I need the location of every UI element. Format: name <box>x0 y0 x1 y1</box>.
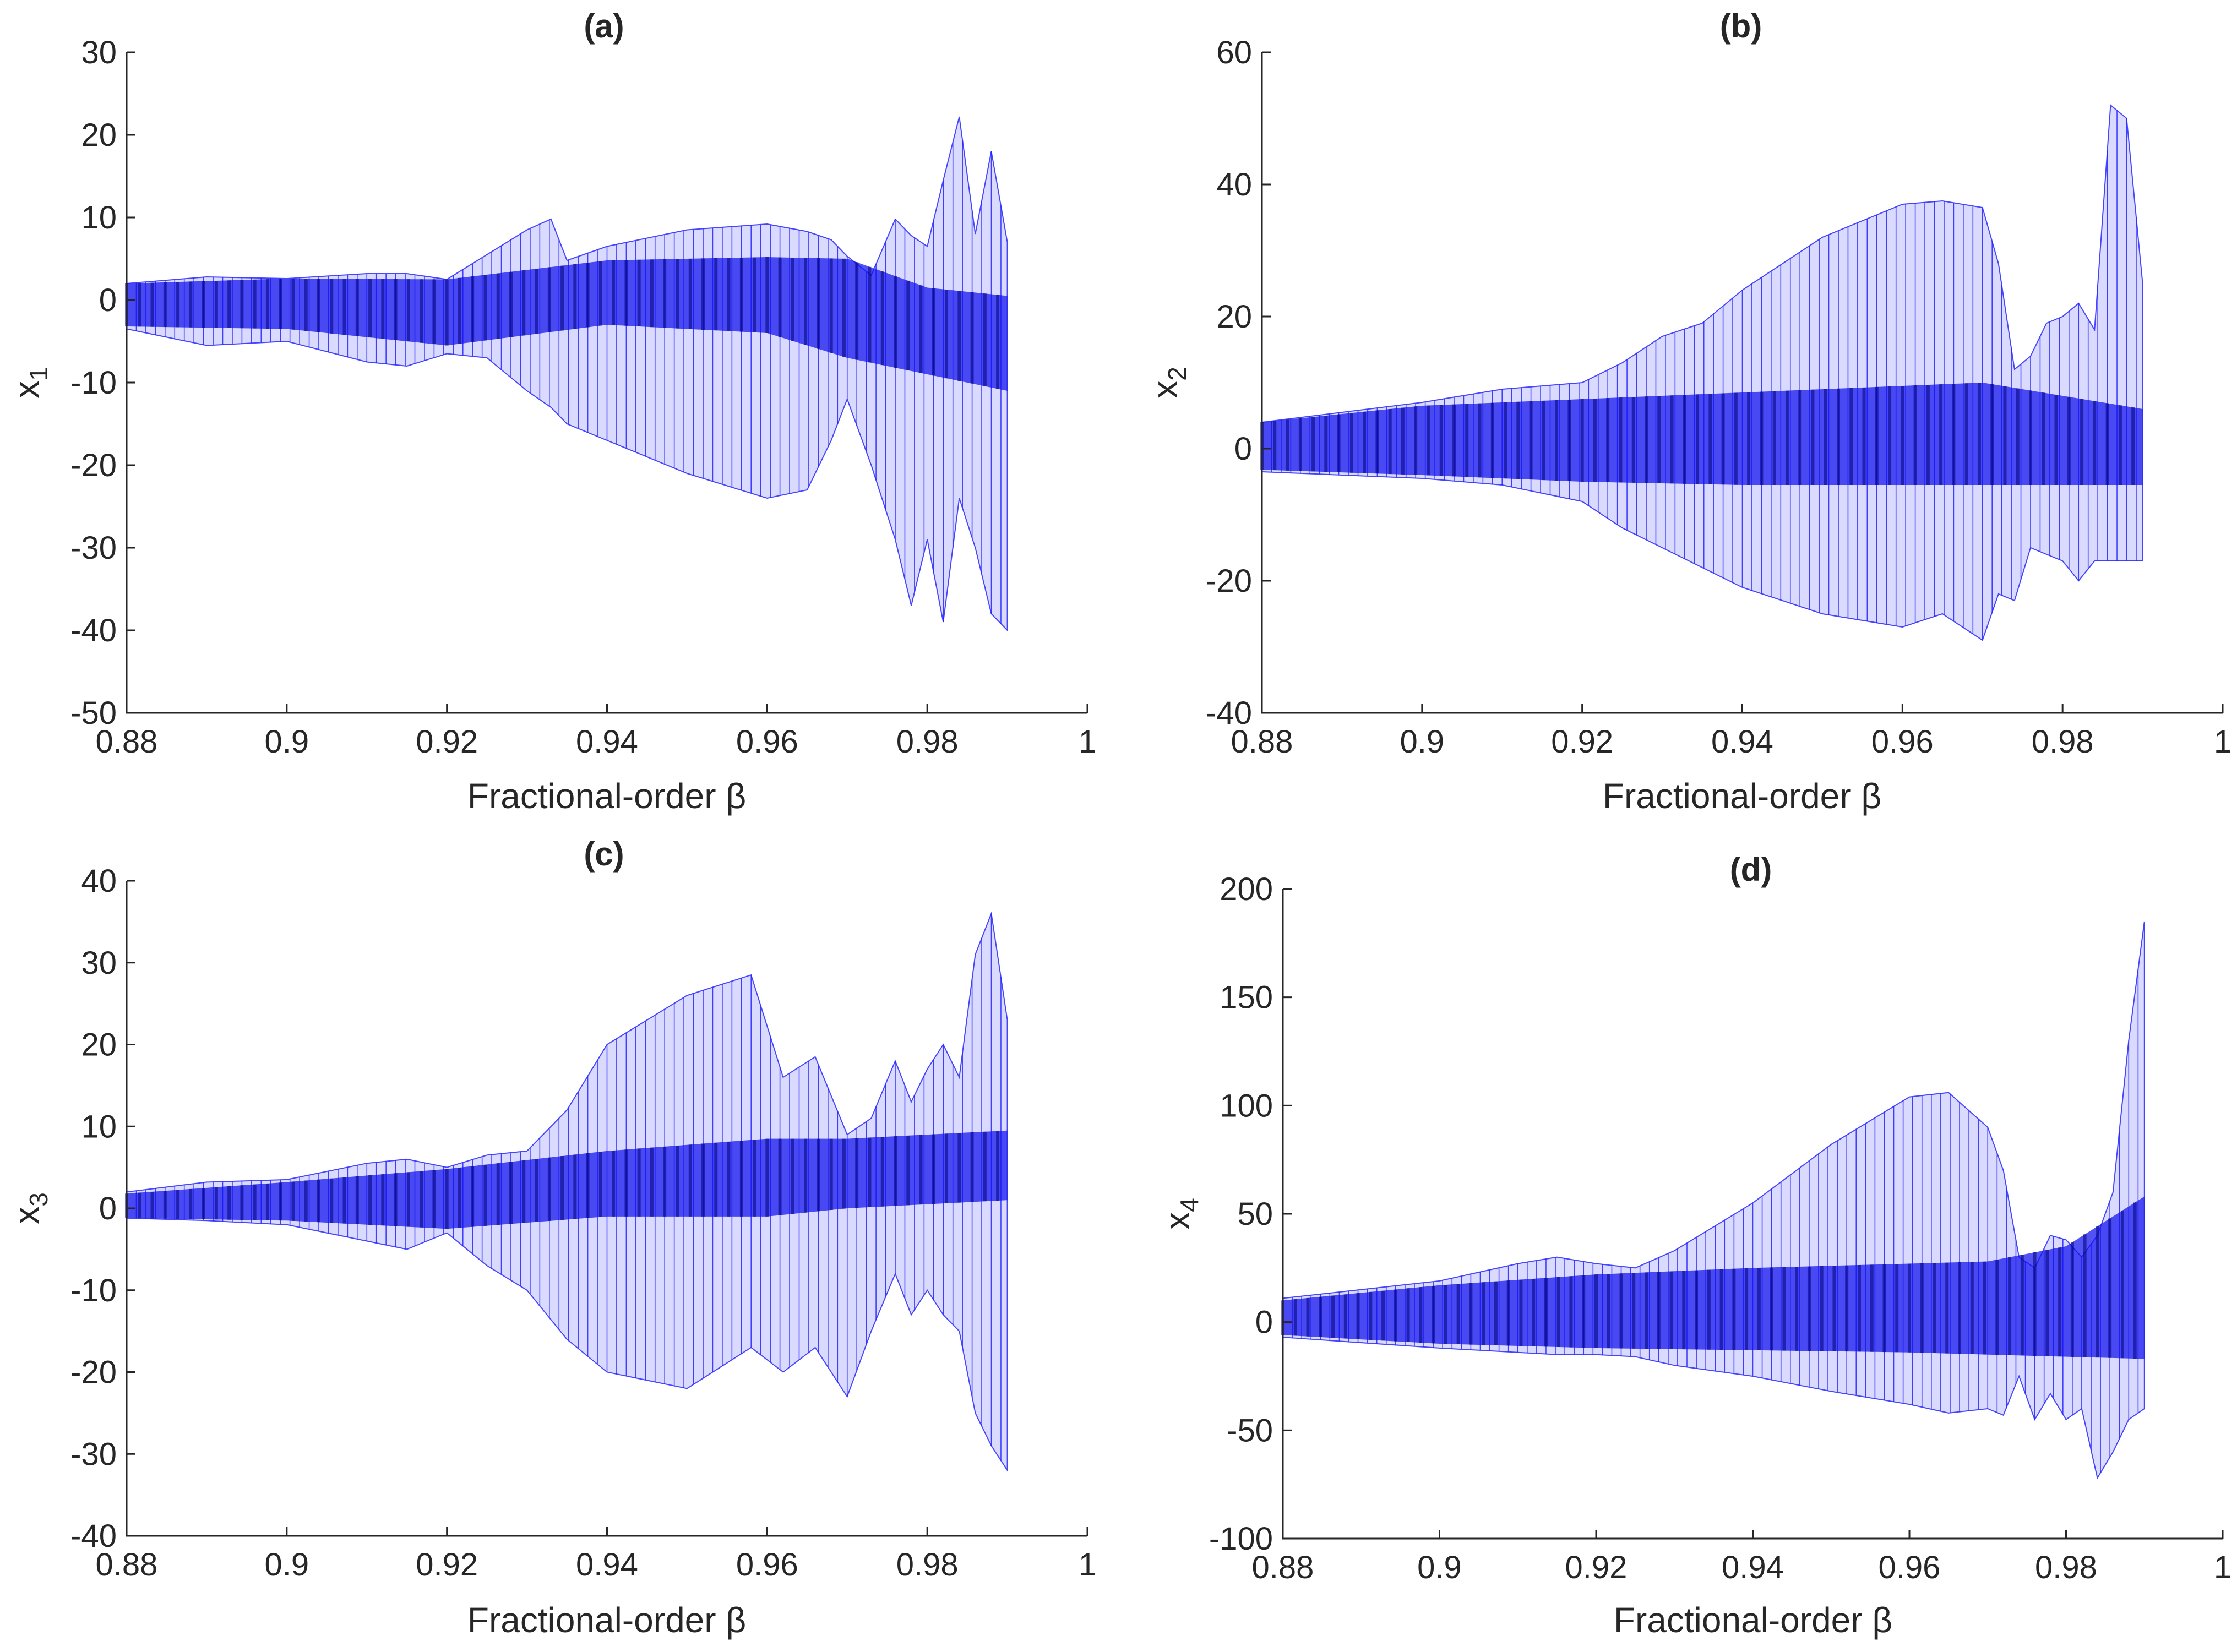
y-tick-label: -20 <box>70 448 117 483</box>
panel-a-x-ticks: 0.88 0.9 0.92 0.94 0.96 0.98 1 <box>96 704 1096 760</box>
panel-b-envelope-series <box>1261 103 2143 641</box>
panel-d-y-ticks: -100 -50 0 50 100 150 200 <box>1209 871 1292 1557</box>
y-tick-label: -50 <box>70 695 117 731</box>
x-tick-label: 0.92 <box>416 1547 478 1583</box>
x-tick-label: 0.88 <box>1231 724 1293 760</box>
y-tick-label: -40 <box>1206 695 1252 731</box>
x-tick-label: 0.92 <box>1565 1550 1628 1585</box>
x-tick-label: 0.96 <box>736 1547 798 1583</box>
y-tick-label: -30 <box>70 530 117 566</box>
x-tick-label: 1 <box>2214 724 2231 760</box>
x-tick-label: 0.98 <box>896 1547 959 1583</box>
x-tick-label: 0.9 <box>1400 724 1445 760</box>
panel-d-x-ticks: 0.88 0.9 0.92 0.94 0.96 0.98 1 <box>1252 1530 2231 1585</box>
y-tick-label: -10 <box>70 1273 117 1308</box>
panel-c-x-axis-label: Fractional-order β <box>467 1600 746 1640</box>
y-tick-label: 20 <box>81 117 117 153</box>
x-tick-label: 0.88 <box>96 724 158 760</box>
panel-c-x-ticks: 0.88 0.9 0.92 0.94 0.96 0.98 1 <box>96 1527 1096 1583</box>
panel-a-x-axis-label: Fractional-order β <box>467 776 746 816</box>
y-tick-label: -50 <box>1227 1413 1273 1448</box>
y-tick-label: -10 <box>70 365 117 401</box>
y-tick-label: -20 <box>1206 563 1252 599</box>
y-tick-label: 50 <box>1237 1196 1273 1232</box>
y-tick-label: 20 <box>1216 299 1252 335</box>
x-tick-label: 0.9 <box>1417 1550 1462 1585</box>
panel-c-y-axis-label: x3 <box>7 1192 53 1224</box>
x-tick-label: 0.88 <box>96 1547 158 1583</box>
panel-b-band-stripes <box>1260 383 2135 485</box>
x-tick-label: 0.9 <box>265 724 309 760</box>
x-tick-label: 1 <box>2214 1550 2231 1585</box>
panel-a-envelope-series <box>126 116 1008 632</box>
panel-b-title: (b) <box>1720 8 1762 45</box>
x-tick-label: 1 <box>1079 724 1096 760</box>
y-tick-label: 0 <box>1255 1305 1273 1340</box>
panel-d-core-band <box>1283 1196 2145 1359</box>
panel-a-core-band <box>127 257 1008 391</box>
panel-b: (b) 0.88 0.9 0.92 0.94 0.96 0.98 1 -40 -20 0 20 40… <box>1145 8 2231 816</box>
y-tick-label: 0 <box>1234 431 1252 467</box>
x-tick-label: 1 <box>1079 1547 1096 1583</box>
y-tick-label: 10 <box>81 200 117 236</box>
x-tick-label: 0.96 <box>1879 1550 1941 1585</box>
panel-a: (a) 0.88 0.9 0.92 0.94 0.96 0.98 1 -50 -40 -30 -2… <box>7 8 1096 816</box>
x-tick-label: 0.92 <box>1551 724 1613 760</box>
panel-d-title: (d) <box>1730 851 1772 888</box>
x-tick-label: 0.94 <box>576 1547 638 1583</box>
panel-b-y-axis-label: x2 <box>1145 367 1191 399</box>
x-tick-label: 0.88 <box>1252 1550 1314 1585</box>
panel-c-core-band <box>127 1130 1008 1229</box>
y-tick-label: 0 <box>99 282 117 318</box>
y-tick-label: 100 <box>1220 1088 1273 1124</box>
panel-d-envelope-series <box>1282 921 2145 1480</box>
y-tick-label: 60 <box>1216 35 1252 70</box>
x-tick-label: 0.96 <box>736 724 798 760</box>
y-tick-label: -40 <box>70 1518 117 1554</box>
panel-a-band-stripes <box>125 257 1000 389</box>
y-tick-label: 40 <box>1216 167 1252 203</box>
y-tick-label: 0 <box>99 1191 117 1226</box>
x-tick-label: 0.9 <box>265 1547 309 1583</box>
y-tick-label: 10 <box>81 1109 117 1144</box>
y-tick-label: 150 <box>1220 980 1273 1016</box>
x-tick-label: 0.98 <box>2032 724 2094 760</box>
y-tick-label: -40 <box>70 613 117 648</box>
panel-d-plot-area <box>1281 921 2145 1480</box>
x-tick-label: 0.94 <box>1711 724 1773 760</box>
y-tick-label: 40 <box>81 863 117 899</box>
panel-b-x-ticks: 0.88 0.9 0.92 0.94 0.96 0.98 1 <box>1231 704 2231 760</box>
panel-b-core-band <box>1262 383 2143 485</box>
panel-d-x-axis-label: Fractional-order β <box>1614 1600 1892 1640</box>
y-tick-label: 30 <box>81 35 117 70</box>
y-tick-label: -20 <box>70 1355 117 1391</box>
y-tick-label: 20 <box>81 1027 117 1063</box>
x-tick-label: 0.96 <box>1871 724 1934 760</box>
panel-d: (d) 0.88 0.9 0.92 0.94 0.96 0.98 1 -100 -50 0 50 1… <box>1157 851 2231 1640</box>
panel-a-y-ticks: -50 -40 -30 -20 -10 0 10 20 30 <box>70 35 135 731</box>
panel-a-title: (a) <box>584 8 624 45</box>
y-tick-label: 200 <box>1220 871 1273 907</box>
x-tick-label: 0.98 <box>2035 1550 2097 1585</box>
panel-d-y-axis-label: x4 <box>1157 1198 1204 1230</box>
panel-a-plot-area <box>125 116 1008 632</box>
x-tick-label: 0.98 <box>896 724 959 760</box>
panel-c: (c) 0.88 0.9 0.92 0.94 0.96 0.98 1 -40 -30 -20 -1… <box>7 836 1096 1640</box>
y-tick-label: -100 <box>1209 1521 1273 1557</box>
y-tick-label: 30 <box>81 945 117 981</box>
panel-b-y-ticks: -40 -20 0 20 40 60 <box>1206 35 1271 731</box>
panel-c-y-ticks: -40 -30 -20 -10 0 10 20 30 40 <box>70 863 135 1554</box>
panel-c-title: (c) <box>584 836 624 873</box>
x-tick-label: 0.94 <box>576 724 638 760</box>
y-tick-label: -30 <box>70 1436 117 1472</box>
panel-a-y-axis-label: x1 <box>7 367 53 399</box>
panel-b-x-axis-label: Fractional-order β <box>1603 776 1881 816</box>
x-tick-label: 0.92 <box>416 724 478 760</box>
panel-c-band-stripes <box>125 1131 1000 1229</box>
panel-c-plot-area <box>125 911 1008 1473</box>
x-tick-label: 0.94 <box>1722 1550 1784 1585</box>
panel-b-plot-area <box>1260 103 2143 641</box>
